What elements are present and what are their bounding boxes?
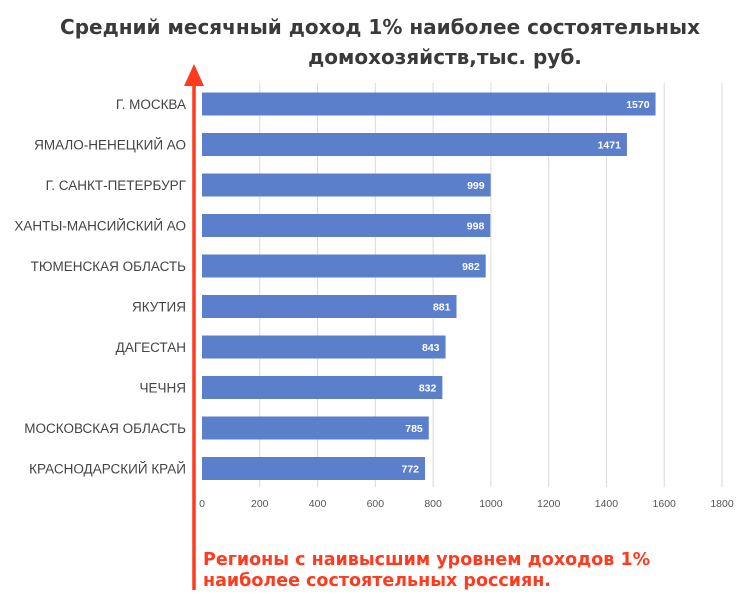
category-label: ЯМАЛО-НЕНЕЦКИЙ АО <box>34 138 186 153</box>
x-tick-label: 600 <box>367 498 385 510</box>
annotation: Регионы с наивысшим уровнем доходов 1% н… <box>203 550 723 592</box>
bar <box>202 173 491 197</box>
bar <box>202 254 486 278</box>
data-label: 999 <box>467 180 485 192</box>
chart-title-line1: Средний месячный доход 1% наиболее состо… <box>60 15 700 39</box>
data-label: 832 <box>419 383 437 395</box>
bar <box>202 416 429 440</box>
bar <box>202 335 446 359</box>
category-label: Г. САНКТ-ПЕТЕРБУРГ <box>46 178 187 193</box>
data-label: 785 <box>405 423 423 435</box>
bar <box>202 214 491 237</box>
x-tick-label: 1400 <box>595 498 619 510</box>
data-label: 1471 <box>598 140 622 152</box>
x-tick-label: 0 <box>199 498 205 510</box>
x-tick-label: 800 <box>424 498 442 510</box>
x-tick-label: 1200 <box>537 498 561 510</box>
data-label: 1570 <box>626 99 650 111</box>
bar <box>202 133 627 156</box>
x-tick-label: 1800 <box>710 498 734 510</box>
category-label: ДАГЕСТАН <box>116 340 186 355</box>
chart-title: Средний месячный доход 1% наиболее состо… <box>60 12 700 72</box>
annotation-line2: наиболее состоятельных россиян. <box>203 571 551 591</box>
category-label: ХАНТЫ-МАНСИЙСКИЙ АО <box>14 219 186 234</box>
category-label: ЯКУТИЯ <box>132 300 186 315</box>
bar <box>202 376 443 399</box>
chart-title-line2: домохозяйств,тыс. руб. <box>308 45 582 69</box>
data-label: 772 <box>401 464 419 476</box>
x-tick-label: 400 <box>309 498 327 510</box>
x-tick-label: 1600 <box>653 498 677 510</box>
category-label: Г. МОСКВА <box>116 97 186 112</box>
category-label: КРАСНОДАРСКИЙ КРАЙ <box>29 462 186 477</box>
category-label: ТЮМЕНСКАЯ ОБЛАСТЬ <box>31 259 186 274</box>
bar <box>202 295 457 318</box>
category-label: МОСКОВСКАЯ ОБЛАСТЬ <box>24 421 186 436</box>
bar <box>202 92 656 116</box>
data-label: 881 <box>433 302 451 314</box>
category-label: ЧЕЧНЯ <box>140 381 187 396</box>
arrow-head <box>184 64 204 86</box>
bar <box>202 457 426 480</box>
x-tick-label: 200 <box>251 498 269 510</box>
x-tick-label: 1000 <box>479 498 503 510</box>
annotation-line1: Регионы с наивысшим уровнем доходов 1% <box>203 550 651 570</box>
data-label: 998 <box>467 221 485 233</box>
data-label: 982 <box>462 261 480 273</box>
data-label: 843 <box>422 342 440 354</box>
